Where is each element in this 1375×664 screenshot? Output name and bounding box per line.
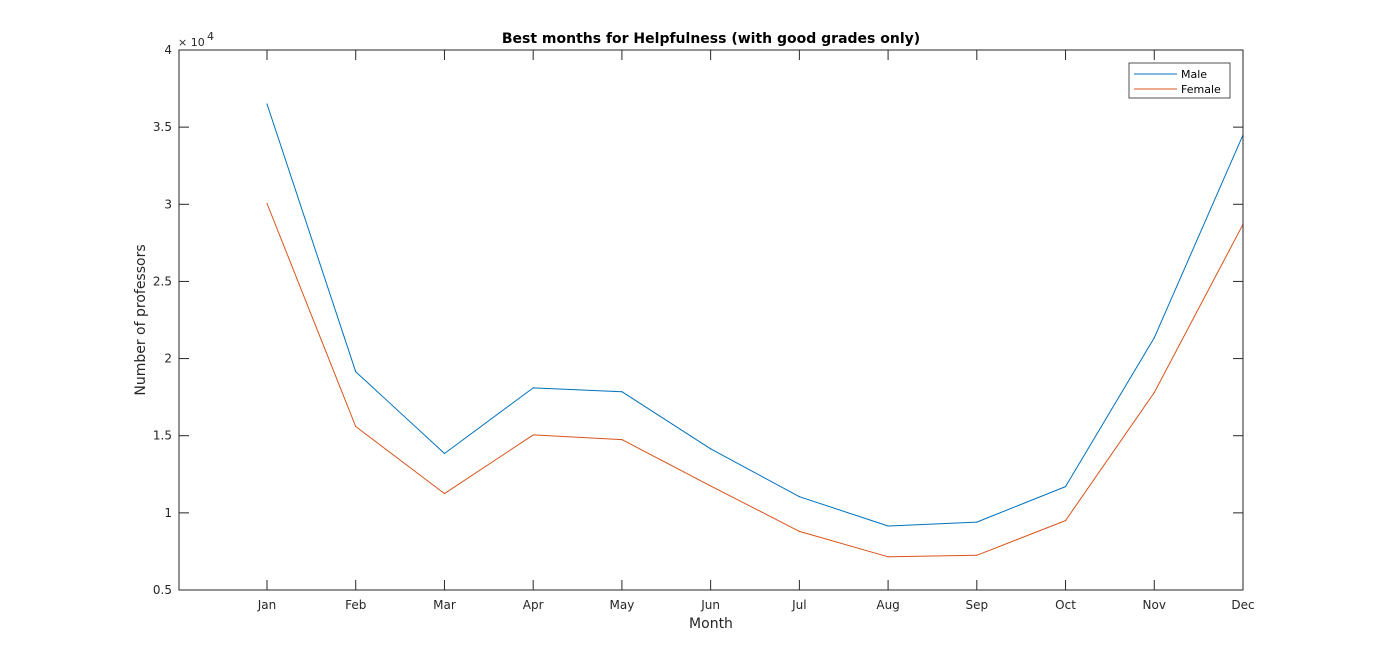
x-tick-label: Nov — [1143, 598, 1166, 612]
data-point-female — [710, 485, 712, 487]
data-point-female — [532, 434, 534, 436]
data-point-male — [1064, 486, 1067, 488]
x-axis-ticks: Jan Feb Mar Apr May Jun Jul Aug Sep Oct Nov Dec — [257, 50, 1255, 612]
data-point-female — [443, 492, 446, 495]
x-tick-label: Jul — [791, 598, 806, 612]
x-tick-label: Jun — [700, 598, 720, 612]
data-point-male — [710, 448, 712, 450]
data-point-male — [887, 525, 889, 527]
series-layer — [266, 103, 1244, 558]
data-point-male — [621, 391, 623, 393]
data-point-male — [532, 387, 534, 389]
y-tick-label: 2 — [164, 352, 172, 366]
chart-title: Best months for Helpfulness (with good g… — [502, 31, 920, 47]
data-point-male — [443, 452, 446, 455]
data-point-male — [1153, 337, 1155, 339]
y-tick-label: 3.5 — [153, 120, 172, 134]
y-tick-label: 0.5 — [153, 583, 172, 597]
data-point-male — [976, 521, 978, 523]
x-tick-label: Dec — [1231, 598, 1254, 612]
data-point-male — [266, 103, 268, 105]
data-point-female — [1153, 391, 1155, 394]
data-point-female — [621, 438, 623, 441]
data-point-female — [355, 425, 357, 428]
data-point-male — [798, 496, 800, 498]
y-exponent-power: 4 — [207, 30, 214, 43]
series-line-male — [266, 103, 1244, 527]
legend-box — [1128, 62, 1231, 99]
y-axis-title: Number of professors — [133, 244, 149, 395]
legend-label-male: Male — [1181, 68, 1207, 81]
x-tick-label: May — [610, 598, 635, 612]
y-tick-label: 3 — [164, 197, 172, 211]
y-tick-label: 1 — [164, 506, 172, 520]
data-point-female — [798, 530, 800, 532]
x-tick-label: Jan — [257, 598, 277, 612]
x-axis-title: Month — [689, 616, 733, 632]
data-point-female — [976, 554, 978, 556]
x-tick-label: Feb — [345, 598, 366, 612]
y-tick-label: 1.5 — [153, 429, 172, 443]
y-tick-label: 2.5 — [153, 274, 172, 288]
data-point-male — [355, 371, 357, 373]
data-point-female — [266, 202, 268, 205]
x-tick-label: Mar — [433, 598, 456, 612]
y-axis-ticks: 0.5 1 1.5 2 2.5 3 3.5 4 — [153, 43, 1243, 597]
plot-frame — [178, 49, 1244, 591]
x-tick-label: Aug — [876, 598, 899, 612]
y-exponent-base: × 10 — [178, 36, 205, 49]
y-axis-exponent: × 10 4 — [178, 30, 214, 49]
y-tick-label: 4 — [164, 43, 172, 57]
plot-area — [179, 50, 1243, 590]
legend: Male Female — [1128, 62, 1231, 99]
legend-label-female: Female — [1181, 83, 1221, 96]
x-tick-label: Sep — [966, 598, 989, 612]
data-point-female — [1064, 519, 1067, 522]
x-tick-label: Oct — [1055, 598, 1076, 612]
series-line-female — [266, 203, 1244, 558]
data-point-female — [887, 556, 889, 558]
x-tick-label: Apr — [523, 598, 544, 612]
